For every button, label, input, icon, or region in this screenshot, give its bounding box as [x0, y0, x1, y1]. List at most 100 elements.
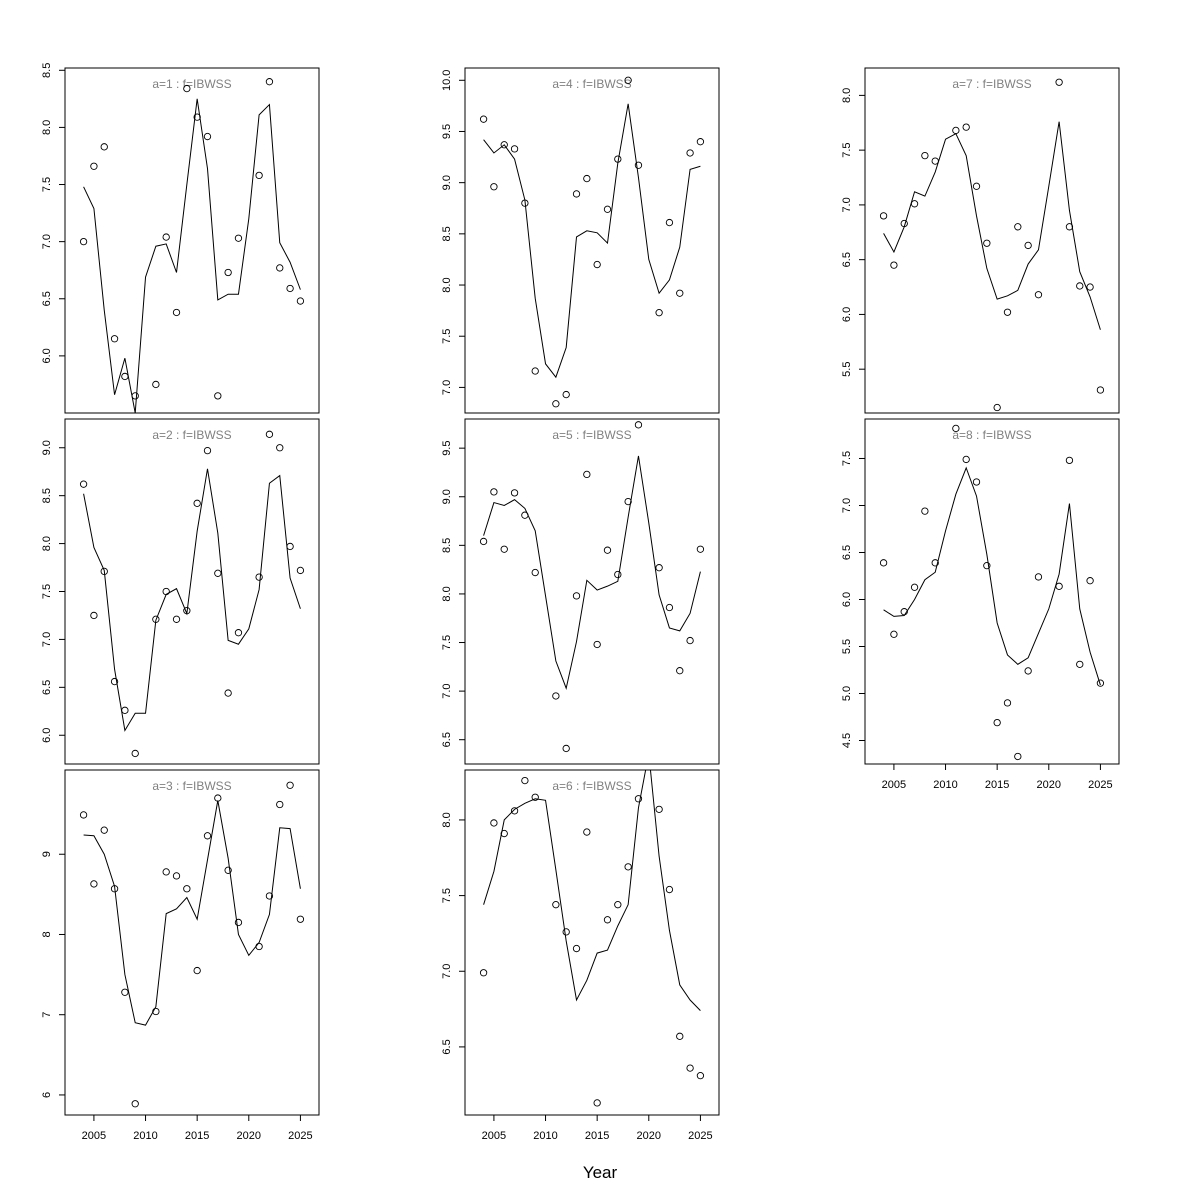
panel-7-ytick-label: 6.5 [841, 252, 853, 267]
panel-4-point [583, 174, 591, 183]
panel-6-point [521, 776, 529, 785]
panel-6-ytick-label: 7.5 [441, 888, 453, 903]
panel-5-point [479, 537, 488, 546]
panel-8-fit-line [883, 466, 1101, 686]
panel-4-point [676, 289, 684, 297]
panel-5-fit-line [483, 455, 701, 690]
panel-3-point [265, 892, 274, 900]
panel-7-point [1024, 241, 1032, 250]
panel-1-point [100, 143, 108, 151]
panel-3-fit-line [83, 800, 301, 1026]
panel-6-point [479, 969, 488, 977]
panel-2-point [162, 587, 170, 596]
panel-4-point [696, 138, 705, 146]
panel-1-ytick-label: 8.0 [41, 120, 53, 135]
panel-2-ytick-label: 8.5 [41, 488, 53, 503]
panel-6-point [583, 828, 591, 836]
panel-7-point [1014, 223, 1022, 231]
panel-6-ytick-label: 7.0 [441, 964, 453, 979]
panel-8-ytick-label: 6.5 [841, 545, 853, 560]
panel-4-point [479, 115, 488, 123]
panel-8-xtick-label: 2005 [882, 779, 906, 791]
panel-5-point [490, 488, 498, 496]
panel-8-point [1086, 577, 1094, 585]
panel-5-point [510, 489, 519, 497]
panel-3-point [90, 880, 98, 888]
panel-7-point [962, 123, 970, 131]
panel-4-ytick-label: 10.0 [441, 70, 453, 91]
panel-8-point [1055, 582, 1063, 590]
panel-8-ytick-label: 4.5 [841, 733, 853, 748]
panel-1-ytick-label: 6.0 [41, 348, 53, 363]
panel-8-point [1014, 752, 1022, 761]
panel-6-xtick-label: 2020 [637, 1130, 661, 1142]
panel-4-point [655, 309, 663, 317]
panel-3-frame [64, 769, 320, 1116]
panel-2-point [172, 615, 181, 623]
panel-3-point [172, 872, 181, 880]
panel-5-point [614, 570, 622, 579]
panel-7-point [1034, 291, 1043, 299]
panel-7-ytick-label: 6.0 [841, 307, 853, 322]
panel-6-point [593, 1099, 601, 1107]
panel-8-xtick-label: 2020 [1037, 779, 1061, 791]
panel-1-frame [64, 67, 320, 414]
panel-1-point [172, 308, 181, 317]
panel-7-title: a=7 : f=IBWSS [952, 77, 1031, 91]
panel-7-point [879, 212, 888, 220]
panel-3-title: a=3 : f=IBWSS [152, 779, 231, 793]
panel-3-point [296, 915, 305, 923]
panel-5-point [552, 692, 560, 700]
panel-3-point [214, 794, 222, 802]
panel-7-frame [864, 67, 1120, 414]
panel-3-data [79, 781, 305, 1108]
panel-1-point [286, 284, 294, 293]
panel-8-point [910, 583, 919, 591]
panel-3-point [224, 866, 232, 874]
panel-6-point [624, 863, 632, 871]
panel-7-ytick-label: 7.5 [841, 142, 853, 157]
panel-6-point [686, 1064, 694, 1072]
panel-1: a=1 : f=IBWSS 6.0 6.5 7.0 7.5 8.0 8.5 [41, 63, 320, 414]
panel-1-ytick-label: 8.5 [41, 63, 53, 78]
panel-8-point [1076, 660, 1084, 669]
panel-4-ytick-label: 8.5 [441, 226, 453, 241]
panel-2-point [79, 480, 88, 488]
panel-2-point [110, 677, 119, 686]
panel-8-xtick-label: 2015 [985, 779, 1009, 791]
panel-5-point [500, 545, 508, 553]
panel-7-point [1086, 283, 1094, 291]
panel-5-point [655, 564, 663, 572]
panel-4-point [572, 190, 581, 198]
panel-1-point [224, 268, 232, 277]
panel-5-ytick-label: 9.0 [441, 489, 453, 504]
panel-5-point [676, 667, 684, 675]
panel-6-point [603, 916, 612, 924]
panel-7-point [1096, 386, 1105, 394]
panel-6-point [562, 928, 570, 936]
panel-6-point [531, 793, 539, 801]
panel-5-point [531, 568, 539, 577]
panel-3-point [286, 781, 294, 789]
panel-3-xtick-label: 2015 [185, 1130, 209, 1142]
panel-7: a=7 : f=IBWSS 5.5 6.0 6.5 7.0 7.5 8.0 [841, 67, 1120, 414]
panel-6-xtick-label: 2025 [688, 1130, 712, 1142]
panel-2-ytick-label: 6.5 [41, 680, 53, 695]
panel-8-title: a=8 : f=IBWSS [952, 428, 1031, 442]
panel-8-ytick-label: 6.0 [841, 592, 853, 607]
panel-2-point [90, 611, 98, 620]
panel-8-point [972, 478, 981, 486]
panel-7-point [1055, 78, 1063, 86]
panel-2-title: a=2 : f=IBWSS [152, 428, 231, 442]
panel-1-data [79, 78, 305, 413]
panel-8-point [890, 630, 898, 638]
panel-4-ytick-label: 9.0 [441, 175, 453, 190]
panel-1-point [90, 162, 98, 170]
panel-1-ytick-label: 6.5 [41, 291, 53, 306]
panel-1-point [121, 372, 129, 381]
panel-8-point [993, 718, 1001, 727]
panel-7-ytick-label: 5.5 [841, 362, 853, 377]
panel-1-point [265, 78, 274, 86]
